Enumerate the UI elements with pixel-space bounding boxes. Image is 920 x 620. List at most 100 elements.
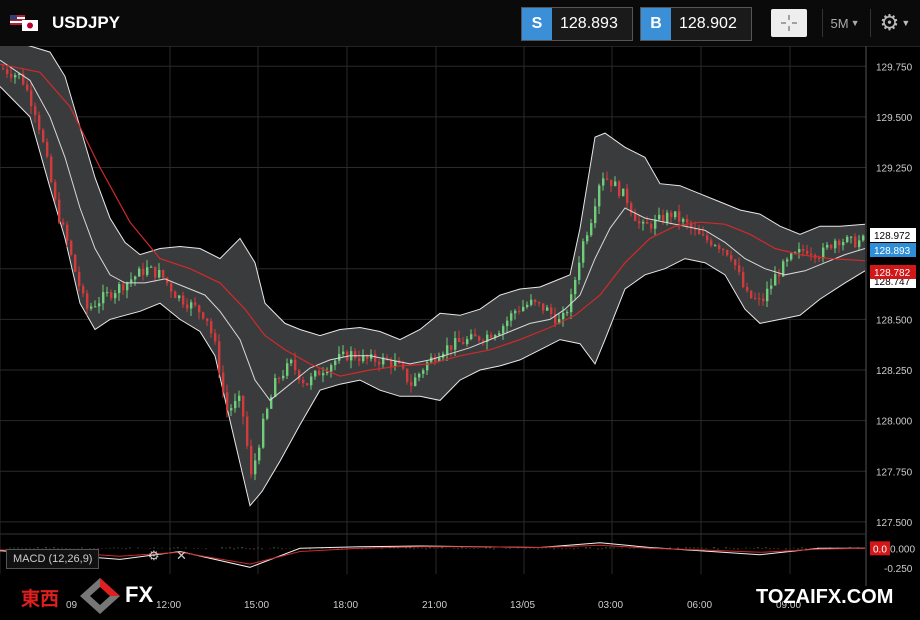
candle-body: [762, 298, 765, 302]
time-axis-label: 03:00: [598, 600, 623, 611]
candle-body: [378, 361, 381, 365]
candle-body: [502, 326, 505, 334]
candle-body: [22, 73, 25, 85]
timeframe-dropdown[interactable]: 5M ▼: [822, 9, 867, 37]
candle-body: [526, 304, 529, 307]
price-tag-upper: 128.972: [870, 228, 916, 242]
candle-body: [102, 292, 105, 304]
candle-body: [2, 68, 5, 70]
candle-body: [582, 241, 585, 263]
candle-body: [490, 334, 493, 338]
time-axis-label: 13/05: [510, 600, 535, 611]
candle-body: [494, 335, 497, 338]
gear-icon: ⚙: [879, 10, 900, 35]
candle-body: [498, 333, 501, 336]
price-chart[interactable]: 129.750129.500129.250128.750128.500128.2…: [0, 46, 920, 620]
candle-body: [854, 236, 857, 248]
candle-body: [726, 250, 729, 256]
macd-value-tag: 0.0: [873, 544, 887, 555]
price-tag-upper-text: 128.972: [874, 231, 911, 242]
candle-body: [606, 178, 609, 180]
candle-body: [510, 313, 513, 321]
brand-logo-fx: FX: [125, 582, 154, 607]
candle-body: [182, 295, 185, 305]
candle-body: [234, 400, 237, 409]
candle-body: [622, 188, 625, 197]
candle-body: [58, 199, 61, 223]
candle-body: [34, 106, 37, 116]
candle-body: [750, 290, 753, 298]
candle-body: [758, 298, 761, 300]
indicator-close-icon[interactable]: ✕: [176, 548, 187, 563]
caret-down-icon: ▼: [850, 18, 860, 28]
candle-body: [770, 285, 773, 289]
candle-body: [26, 84, 29, 91]
candle-body: [226, 392, 229, 411]
candle-body: [70, 240, 73, 255]
candle-body: [254, 460, 257, 475]
buy-button[interactable]: B 128.902: [640, 7, 752, 41]
candle-body: [14, 75, 17, 78]
candle-body: [474, 334, 477, 337]
candle-body: [38, 115, 41, 130]
time-axis-label: 12:00: [156, 600, 181, 611]
candle-body: [678, 211, 681, 222]
candle-body: [438, 357, 441, 362]
time-axis-label: 06:00: [687, 600, 712, 611]
candle-body: [166, 277, 169, 284]
candle-body: [114, 293, 117, 299]
candle-body: [62, 222, 65, 225]
candle-body: [78, 271, 81, 287]
site-watermark: TOZAIFX.COM: [756, 586, 894, 608]
candle-body: [134, 276, 137, 280]
indicator-settings-icon[interactable]: ⚙: [148, 548, 160, 563]
candle-body: [654, 219, 657, 229]
candle-body: [638, 221, 641, 224]
candle-body: [214, 333, 217, 342]
macd-indicator-label[interactable]: MACD (12,26,9): [6, 549, 100, 569]
candle-body: [642, 221, 645, 224]
candle-body: [562, 312, 565, 320]
bollinger-middle-line: [0, 59, 866, 402]
candle-body: [390, 360, 393, 367]
candle-body: [82, 286, 85, 294]
candle-body: [518, 310, 521, 312]
candle-body: [382, 357, 385, 365]
candle-body: [46, 141, 49, 157]
buy-tag: B: [641, 8, 671, 40]
candle-body: [354, 351, 357, 359]
candle-body: [218, 341, 221, 373]
candle-body: [790, 253, 793, 260]
candle-body: [466, 339, 469, 345]
settings-button[interactable]: ⚙ ▼: [870, 9, 919, 37]
time-axis-label: 15:00: [244, 600, 269, 611]
candle-body: [850, 236, 853, 238]
candle-body: [694, 228, 697, 230]
price-axis-label: 128.250: [876, 366, 913, 377]
symbol-title[interactable]: USDJPY: [52, 13, 121, 32]
candle-body: [834, 240, 837, 249]
candle-body: [162, 269, 165, 278]
price-tag-lower-text: 128.747: [874, 277, 911, 288]
candle-body: [238, 395, 241, 401]
candle-body: [342, 351, 345, 354]
candle-body: [566, 312, 569, 314]
candle-body: [394, 360, 397, 367]
candle-body: [270, 396, 273, 409]
candle-body: [366, 355, 369, 359]
candle-body: [386, 357, 389, 361]
candle-body: [418, 373, 421, 378]
candle-body: [578, 262, 581, 280]
candle-body: [170, 283, 173, 292]
crosshair-button[interactable]: [771, 9, 807, 37]
candle-body: [674, 211, 677, 218]
candle-body: [614, 181, 617, 187]
candle-body: [250, 445, 253, 475]
sell-button[interactable]: S 128.893: [521, 7, 633, 41]
candle-body: [682, 219, 685, 222]
candle-body: [186, 304, 189, 309]
candle-body: [262, 418, 265, 448]
candle-body: [110, 292, 113, 299]
candle-body: [302, 379, 305, 384]
candle-body: [630, 203, 633, 213]
